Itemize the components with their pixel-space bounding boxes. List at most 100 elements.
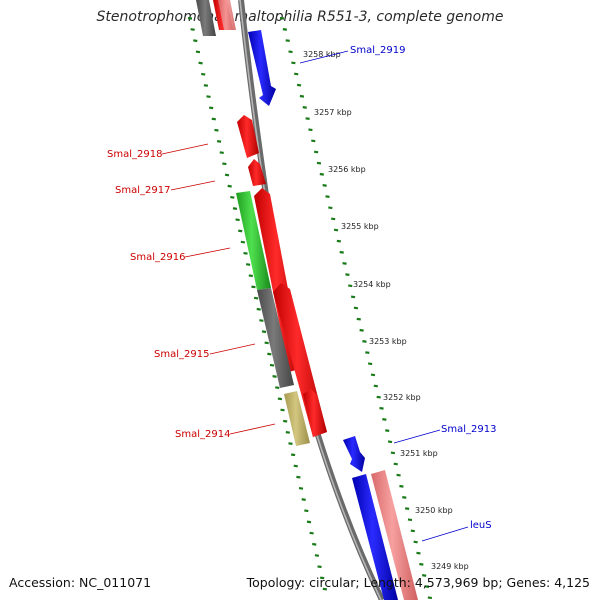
kbp-tick-label: 3256 kbp [328,165,366,174]
callout-line-smal-2913 [393,429,441,444]
left-track-dash [267,352,272,356]
left-track-dash [283,419,288,423]
left-track-dash [304,509,309,513]
right-track-dash [305,117,310,120]
right-track-dash [299,94,305,98]
left-track-dash [216,140,222,143]
left-track-dash [272,375,277,378]
left-track-dash [243,251,248,255]
right-track-dash [416,551,421,555]
callout-line-smal-2915 [209,343,256,355]
gene-label-smal-2916[interactable]: Smal_2916 [130,252,185,263]
gene-label-smal-2913[interactable]: Smal_2913 [441,424,496,435]
right-dotted-track [279,16,433,600]
left-track-dash [253,296,259,300]
right-track-dash [376,395,381,399]
left-track-dash [251,285,256,289]
left-dotted-track [187,16,327,591]
left-track-dash [320,576,325,580]
right-track-dash [424,585,430,588]
right-track-dash [356,317,361,321]
cds-khaki-block [284,391,310,446]
left-track-dash [201,72,206,76]
kbp-ruler: 3258 kbp 3257 kbp 3256 kbp 3255 kbp 3254… [303,50,469,571]
right-track-dash [367,362,373,366]
left-track-dash [222,162,227,166]
right-track-dash [294,72,299,76]
left-track-dash [298,486,304,490]
gene-label-smal-2914[interactable]: Smal_2914 [175,429,230,440]
left-track-dash [301,498,306,501]
right-track-dash [402,496,407,499]
cds-leus [352,474,398,600]
left-track-dash [317,565,322,569]
cds-smal-2917 [248,159,266,186]
cds-partial-pink-top [218,0,236,30]
gene-label-leus[interactable]: leuS [470,520,492,531]
left-track-dash [187,16,193,20]
gene-label-smal-2919[interactable]: Smal_2919 [350,45,405,56]
right-track-dash [288,50,293,54]
cds-smal-2914 [303,389,327,437]
right-track-dash [379,406,384,410]
right-track-dash [370,373,376,377]
left-track-dash [285,431,290,434]
right-track-dash [410,529,415,533]
left-track-dash [296,475,301,479]
right-track-dash [296,83,302,87]
left-track-dash [211,117,216,121]
right-track-dash [328,206,333,210]
left-track-dash [288,442,293,445]
cds-smal-2913 [343,436,365,472]
cds-smal-2919 [248,30,276,106]
right-track-dash [348,284,353,288]
gene-callouts [161,50,469,542]
right-track-dash [373,384,378,388]
cds-smal-2918 [237,115,259,158]
right-track-dash [282,28,288,31]
right-track-dash [302,106,307,109]
callout-line-smal-2916 [184,247,231,258]
right-track-dash [322,184,327,187]
right-track-dash [399,484,404,488]
left-track-dash [227,184,232,188]
left-track-dash [203,84,209,87]
right-track-dash [404,507,410,510]
left-track-dash [264,341,269,345]
callout-line-leus [421,526,469,542]
left-track-dash [235,218,240,222]
left-track-dash [195,50,201,54]
left-track-dash [256,307,261,311]
kbp-tick-label: 3254 kbp [353,280,391,289]
right-track-dash [396,473,401,477]
gene-label-smal-2917[interactable]: Smal_2917 [115,185,170,196]
right-track-dash [291,61,296,65]
right-track-dash [365,351,370,354]
right-track-dash [339,250,344,254]
gene-label-smal-2918[interactable]: Smal_2918 [107,149,162,160]
left-track-dash [238,229,243,233]
right-track-dash [390,451,396,455]
right-track-dash [333,228,339,232]
right-track-dash [419,562,424,566]
right-track-dash [342,262,347,265]
left-track-dash [309,531,314,535]
right-track-dash [385,429,390,432]
right-track-dash [362,340,367,343]
left-track-dash [198,61,203,65]
kbp-tick-label: 3258 kbp [303,50,341,59]
left-track-dash [224,173,230,177]
right-track-dash [331,217,336,221]
gene-label-smal-2915[interactable]: Smal_2915 [154,349,209,360]
kbp-tick-label: 3250 kbp [415,506,453,515]
left-track-dash [259,319,264,322]
right-track-dash [387,440,393,444]
right-track-dash [393,462,398,466]
cds-gray-block [257,288,294,388]
right-track-dash [313,150,319,154]
left-track-dash [322,587,327,591]
left-track-dash [232,207,238,210]
right-track-dash [353,306,359,310]
